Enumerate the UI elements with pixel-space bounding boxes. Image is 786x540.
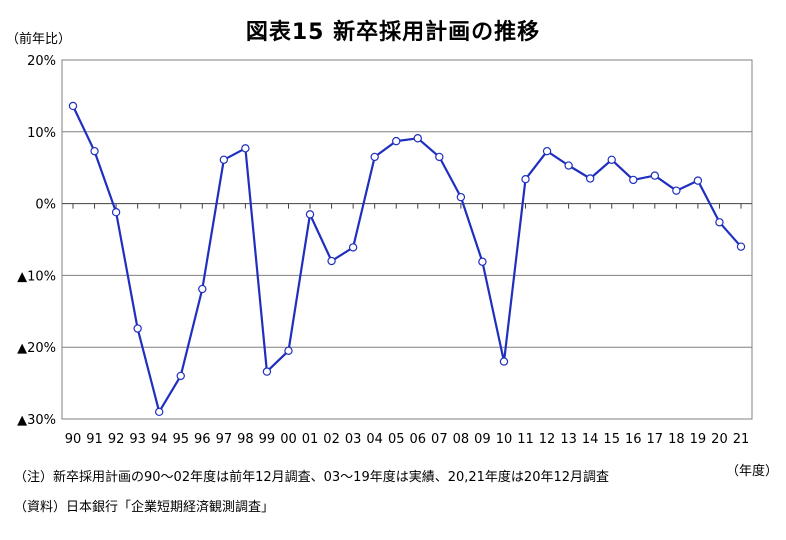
chart-title: 図表15 新卒採用計画の推移 <box>245 20 541 45</box>
x-tick-label: 94 <box>151 432 168 447</box>
x-tick-label: 18 <box>668 432 685 447</box>
x-tick-label: 14 <box>582 432 599 447</box>
data-point <box>585 174 595 183</box>
data-point <box>413 134 422 143</box>
data-point <box>176 371 185 381</box>
x-tick-label: 13 <box>560 432 577 447</box>
data-point <box>111 208 121 217</box>
data-point <box>305 210 315 219</box>
data-point <box>262 367 272 376</box>
data-point <box>521 174 530 184</box>
x-tick-label: 98 <box>237 432 254 447</box>
y-axis-label: （前年比） <box>6 32 72 47</box>
x-tick-label: 10 <box>496 432 513 447</box>
x-tick-label: 11 <box>517 432 534 447</box>
x-tick-label: 15 <box>603 432 620 447</box>
x-tick-label: 96 <box>194 432 211 447</box>
data-point <box>564 161 573 170</box>
x-tick-label: 03 <box>345 432 362 447</box>
y-tick-label: 0% <box>35 198 56 213</box>
x-tick-label: 08 <box>453 432 470 447</box>
x-tick-label: 01 <box>302 432 319 447</box>
data-point <box>133 324 142 333</box>
x-tick-label: 90 <box>65 432 82 447</box>
x-tick-label: 02 <box>323 432 340 447</box>
x-axis-label: （年度） <box>726 464 779 479</box>
data-point <box>241 144 250 153</box>
x-tick-label: 09 <box>474 432 491 447</box>
data-point <box>499 357 509 366</box>
x-tick-label: 06 <box>410 432 427 447</box>
y-tick-label: ▲30% <box>17 413 56 428</box>
x-tick-label: 20 <box>711 432 728 447</box>
x-tick-label: 00 <box>280 432 297 447</box>
x-tick-label: 92 <box>108 432 125 447</box>
y-tick-label: 10% <box>27 126 56 141</box>
data-point <box>90 146 99 156</box>
data-point <box>693 176 703 185</box>
data-point <box>672 186 681 195</box>
x-tick-label: 05 <box>388 432 405 447</box>
x-tick-label: 17 <box>647 432 664 447</box>
data-point <box>219 155 229 165</box>
y-tick-label: 20% <box>27 54 56 69</box>
x-tick-label: 97 <box>216 432 233 447</box>
y-tick-label: ▲20% <box>17 341 56 356</box>
data-point <box>370 152 379 162</box>
x-tick-label: 93 <box>129 432 146 447</box>
data-point <box>154 407 164 417</box>
x-tick-label: 19 <box>690 432 707 447</box>
data-point <box>650 171 660 180</box>
data-point <box>736 242 746 251</box>
note-text: （注）新卒採用計画の90～02年度は前年12月調査、03～19年度は実績、20,… <box>14 470 610 485</box>
x-tick-label: 91 <box>86 432 103 447</box>
data-point <box>68 101 78 111</box>
line-chart: 20% 10% 0% ▲10% ▲20% ▲30% 90 91 92 93 94 95 96 97 98 9… <box>17 54 753 447</box>
x-tick-label: 21 <box>733 432 750 447</box>
data-point <box>478 257 487 266</box>
data-point <box>392 136 401 146</box>
data-point <box>348 243 358 252</box>
data-point <box>542 146 552 156</box>
plot-frame <box>61 59 753 420</box>
x-tick-label: 12 <box>539 432 556 447</box>
x-tick-label: 04 <box>366 432 383 447</box>
data-point <box>284 346 293 355</box>
x-tick-label: 95 <box>172 432 189 447</box>
y-tick-label: ▲10% <box>17 269 56 284</box>
source-text: （資料）日本銀行「企業短期経済観測調査」 <box>14 500 275 515</box>
data-point <box>715 218 724 227</box>
x-tick-label: 99 <box>259 432 276 447</box>
data-point <box>629 175 638 185</box>
x-tick-label: 07 <box>431 432 448 447</box>
data-point <box>607 155 616 165</box>
x-tick-label: 16 <box>625 432 642 447</box>
data-point <box>435 152 444 162</box>
data-point <box>198 284 207 294</box>
series-line <box>72 105 742 413</box>
data-point <box>327 256 336 266</box>
data-point <box>456 192 466 202</box>
